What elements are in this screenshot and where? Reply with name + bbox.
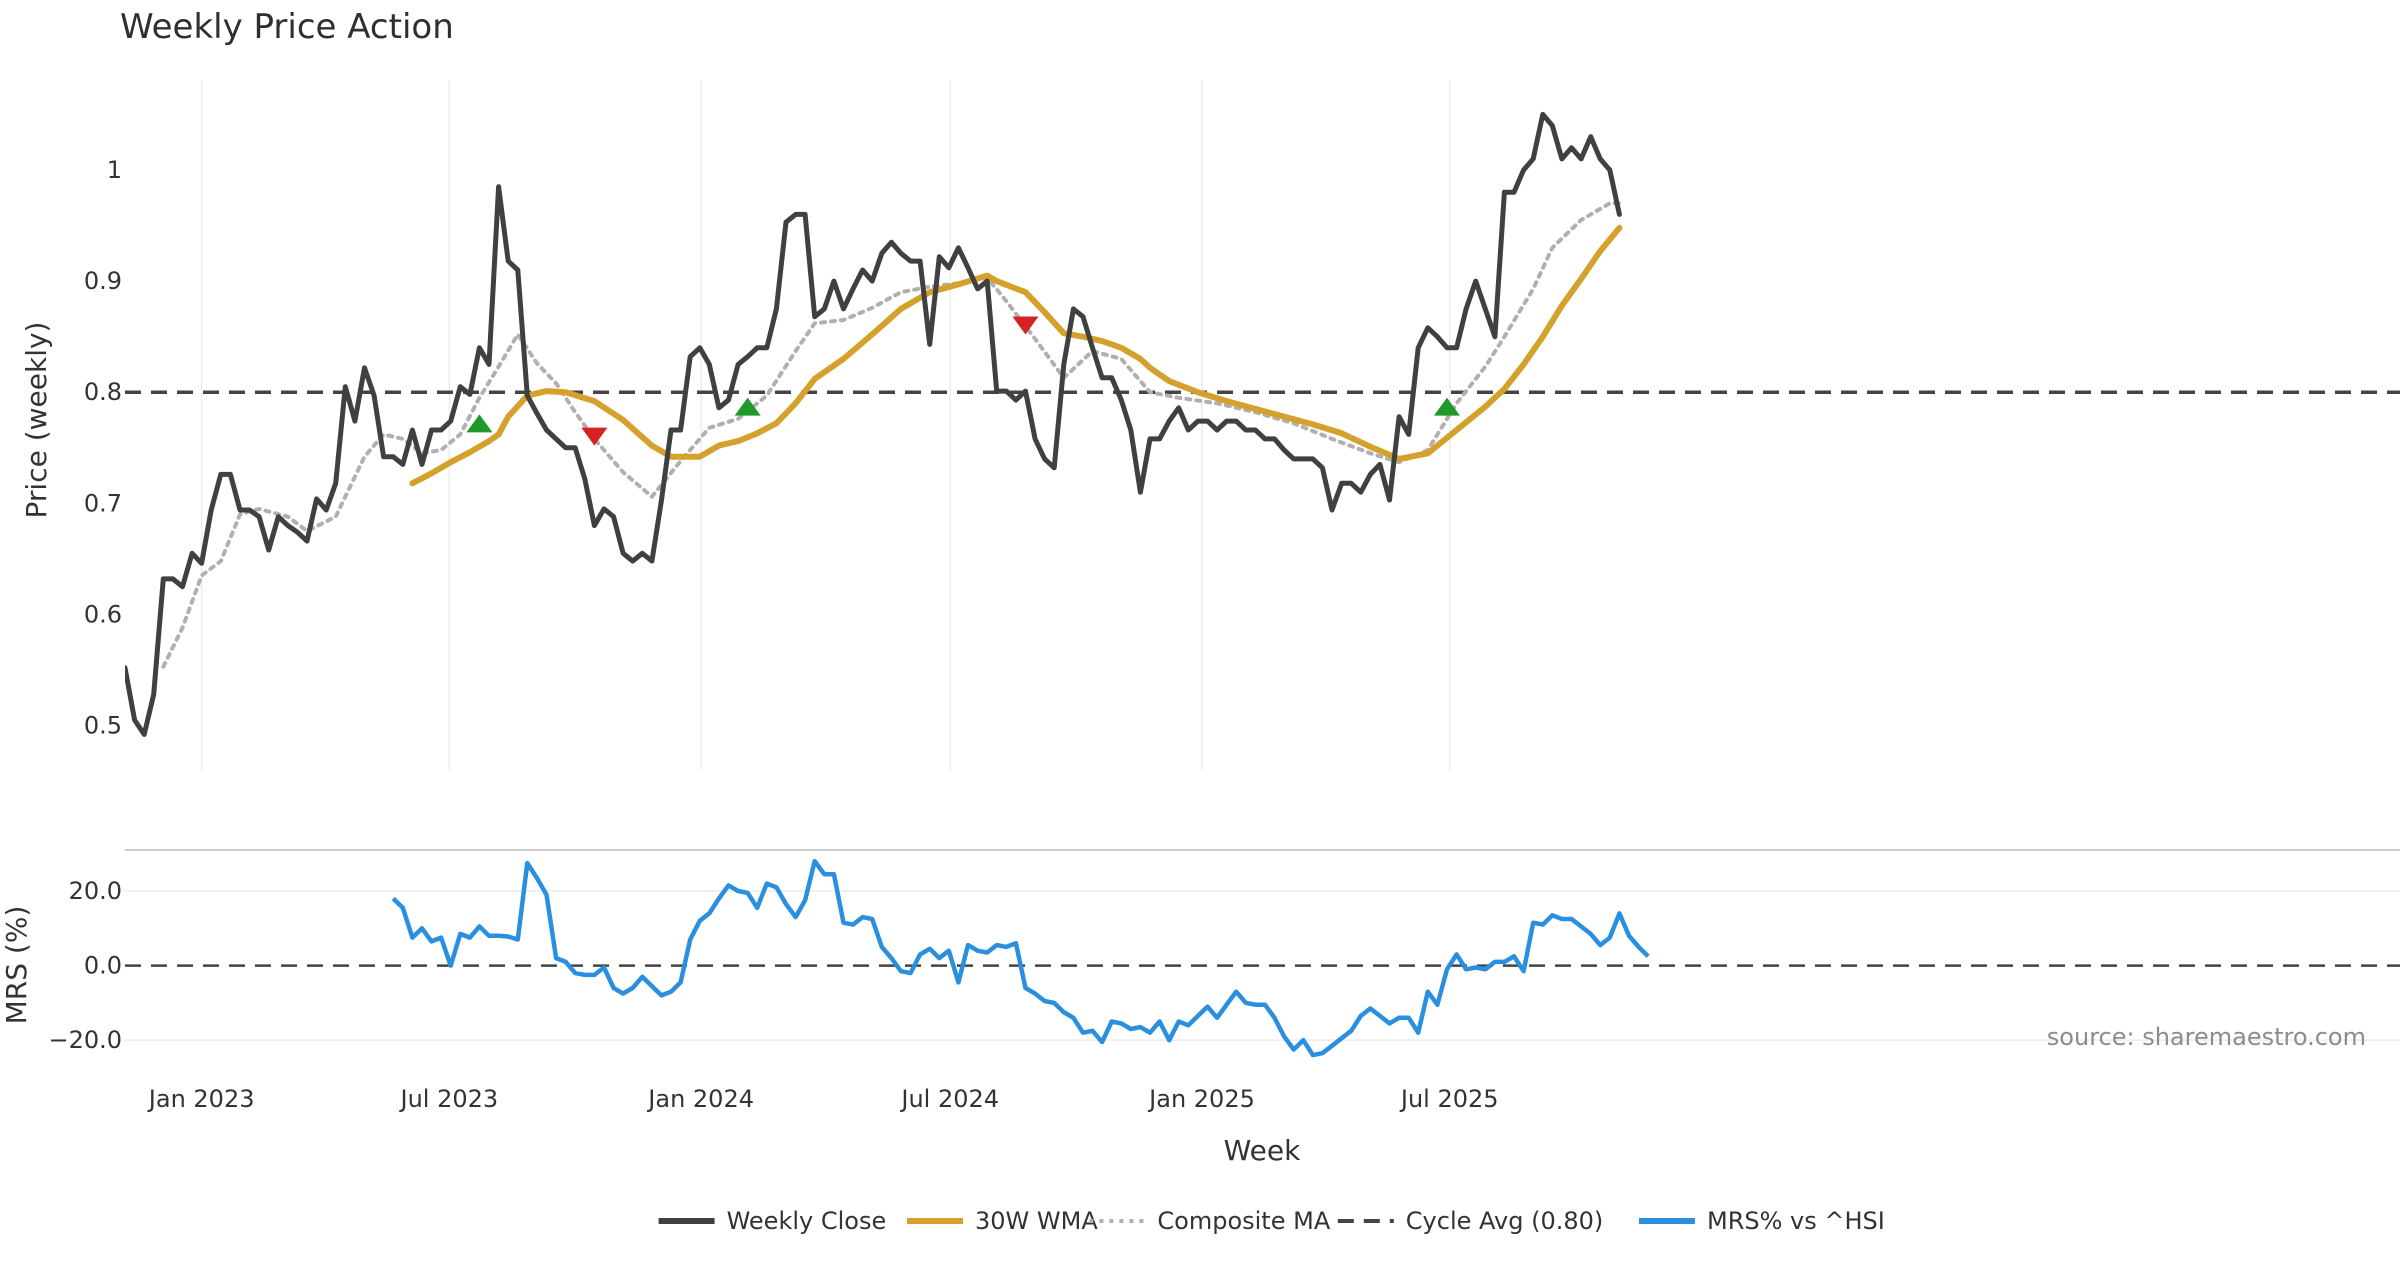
series-composite-ma — [161, 201, 1622, 669]
x-tick-label: Jul 2023 — [398, 1085, 498, 1113]
legend-item: Weekly Close — [658, 1207, 887, 1235]
price-y-tick-label: 1 — [107, 156, 122, 184]
sell-signal-marker — [1012, 316, 1039, 335]
x-tick-label: Jan 2023 — [147, 1085, 255, 1113]
series-30w-wma — [409, 224, 1623, 487]
legend-item: Cycle Avg (0.80) — [1337, 1207, 1603, 1235]
legend-label: MRS% vs ^HSI — [1707, 1207, 1885, 1235]
mrs-series-group — [391, 858, 1650, 1058]
mrs-y-tick-label: 0.0 — [84, 952, 122, 980]
sell-signal-marker — [581, 427, 608, 446]
legend-label: Weekly Close — [727, 1207, 887, 1235]
x-tick-label: Jul 2024 — [899, 1085, 999, 1113]
mrs-grid — [125, 890, 2400, 1041]
mrs-y-tick-label: −20.0 — [48, 1026, 122, 1054]
x-axis-label: Week — [1224, 1134, 1301, 1167]
x-tick-label: Jan 2025 — [1147, 1085, 1255, 1113]
legend: Weekly Close 30W WMA Composite MA Cycle Avg… — [658, 1207, 1885, 1235]
signal-markers — [466, 316, 1460, 446]
x-ticks: Jan 2023 Jul 2023 Jan 2024 Jul 2024 Jan 2025… — [147, 1085, 1499, 1113]
series-weekly-close — [125, 111, 1622, 737]
series-mrs-vs-hsi — [391, 858, 1650, 1058]
chart-title: Weekly Price Action — [120, 7, 454, 47]
price-y-tick-label: 0.7 — [84, 489, 122, 517]
buy-signal-marker — [1433, 397, 1460, 416]
legend-label: Cycle Avg (0.80) — [1406, 1207, 1603, 1235]
source-annotation: source: sharemaestro.com — [2047, 1023, 2366, 1051]
legend-item: 30W WMA — [907, 1207, 1098, 1235]
price-y-tick-label: 0.9 — [84, 267, 122, 295]
x-tick-label: Jul 2025 — [1399, 1085, 1499, 1113]
price-y-tick-label: 0.8 — [84, 378, 122, 406]
legend-label: Composite MA — [1157, 1207, 1330, 1235]
price-y-tick-label: 0.5 — [84, 712, 122, 740]
price-grid — [200, 80, 1451, 770]
mrs-y-axis-label: MRS (%) — [0, 906, 33, 1025]
legend-item: MRS% vs ^HSI — [1639, 1207, 1885, 1235]
buy-signal-marker — [466, 414, 493, 433]
x-tick-label: Jan 2024 — [646, 1085, 754, 1113]
price-series-group — [125, 111, 1623, 737]
buy-signal-marker — [734, 397, 761, 416]
price-y-ticks: 0.5 0.6 0.7 0.8 0.9 1 — [84, 156, 122, 740]
legend-item: Composite MA — [1089, 1207, 1331, 1235]
legend-label: 30W WMA — [975, 1207, 1098, 1235]
mrs-y-tick-label: 20.0 — [69, 877, 122, 905]
mrs-y-ticks: 20.0 0.0 −20.0 — [48, 877, 122, 1054]
price-y-axis-label: Price (weekly) — [20, 322, 53, 519]
price-y-tick-label: 0.6 — [84, 600, 122, 628]
